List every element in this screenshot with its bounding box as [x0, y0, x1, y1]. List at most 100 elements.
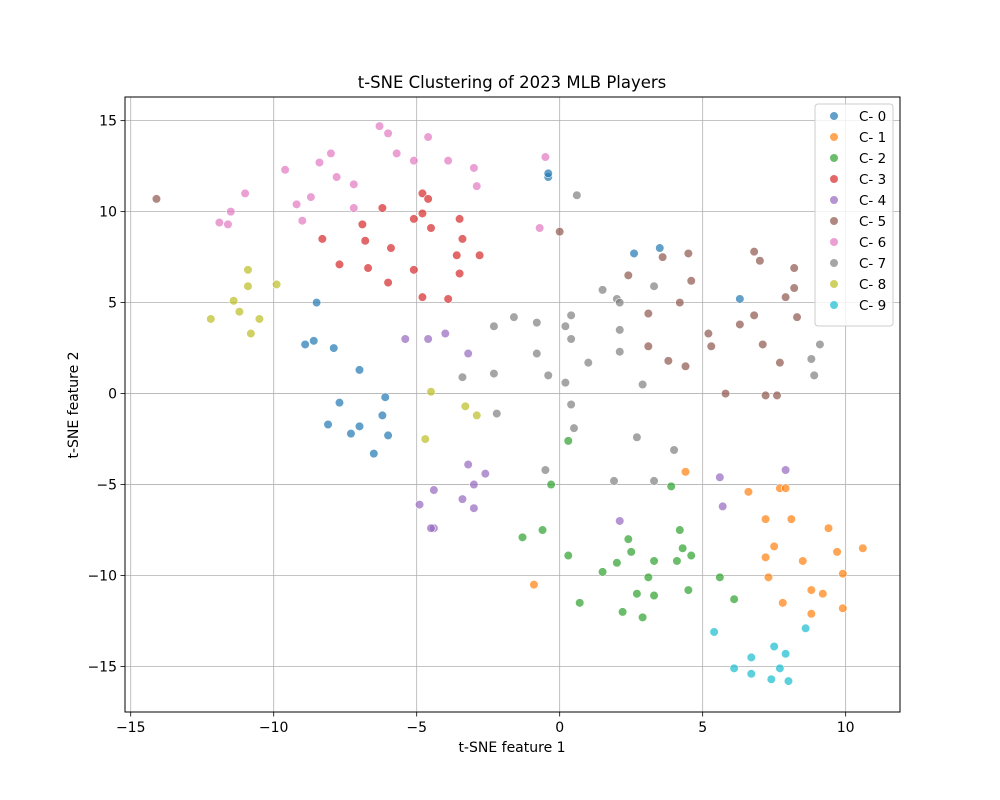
data-point-c1: [529, 580, 539, 590]
data-point-c8: [420, 434, 430, 444]
data-point-c0: [735, 294, 745, 304]
legend-label: C- 4: [859, 193, 886, 209]
legend-marker: [829, 279, 839, 289]
data-point-c2: [517, 532, 528, 542]
y-tick-label: 0: [108, 387, 117, 403]
data-point-c8: [460, 401, 470, 411]
data-point-c5: [755, 256, 765, 266]
data-point-c3: [377, 203, 387, 213]
data-point-c0: [309, 336, 319, 346]
x-tick-label: −5: [406, 720, 427, 736]
legend-marker: [829, 111, 839, 121]
data-point-c5: [706, 341, 716, 351]
data-point-c9: [766, 674, 776, 684]
data-point-c7: [597, 285, 608, 295]
data-point-c3: [386, 243, 396, 253]
data-point-c6: [349, 179, 359, 189]
data-point-c6: [472, 181, 482, 191]
data-point-c8: [426, 387, 436, 397]
data-point-c6: [423, 132, 433, 142]
data-point-c3: [409, 214, 419, 224]
data-point-c7: [615, 325, 625, 335]
data-point-c5: [792, 312, 802, 322]
data-point-c4: [480, 469, 490, 479]
data-point-c7: [566, 399, 576, 410]
data-point-c2: [729, 594, 739, 604]
data-point-c0: [383, 430, 393, 441]
data-point-c5: [758, 339, 768, 350]
data-point-c5: [680, 361, 691, 371]
data-point-c1: [838, 603, 848, 613]
data-point-c0: [300, 339, 310, 350]
data-point-c1: [858, 543, 868, 553]
data-point-c6: [240, 188, 250, 199]
data-point-c9: [781, 649, 791, 659]
data-point-c2: [618, 607, 628, 617]
data-point-c2: [683, 585, 693, 595]
data-point-c2: [715, 572, 725, 582]
data-point-c9: [775, 663, 785, 673]
data-point-c1: [832, 547, 842, 557]
data-point-c0: [380, 392, 390, 402]
legend-label: C- 2: [859, 151, 886, 167]
data-point-c6: [326, 148, 336, 159]
data-point-c4: [463, 348, 473, 359]
data-point-c5: [663, 356, 673, 366]
data-point-c6: [297, 216, 307, 226]
data-point-c1: [680, 467, 691, 477]
legend-label: C- 3: [859, 172, 886, 188]
data-point-c5: [151, 194, 162, 204]
data-point-c7: [457, 372, 468, 382]
data-point-c5: [675, 298, 685, 308]
data-point-c6: [223, 219, 233, 229]
data-point-c1: [769, 541, 779, 552]
data-point-c4: [718, 501, 728, 511]
data-point-c3: [383, 277, 393, 288]
data-point-c9: [709, 627, 719, 637]
data-point-c9: [746, 669, 756, 679]
data-point-c5: [772, 390, 782, 401]
data-point-c8: [206, 314, 216, 324]
x-tick-label: −10: [259, 720, 289, 736]
data-point-c2: [638, 612, 648, 622]
data-point-c5: [789, 283, 799, 293]
y-tick-label: −15: [87, 660, 117, 676]
data-point-c0: [354, 421, 365, 431]
data-point-c7: [532, 318, 542, 328]
data-point-c7: [560, 321, 571, 331]
x-tick-label: 5: [698, 720, 707, 736]
data-point-c2: [686, 550, 696, 561]
data-point-c0: [369, 449, 379, 459]
data-point-c5: [658, 252, 668, 262]
y-tick-label: −5: [96, 478, 117, 494]
data-point-c5: [749, 310, 759, 320]
data-point-c4: [414, 499, 425, 510]
data-point-c3: [417, 188, 428, 199]
data-point-c1: [743, 487, 754, 497]
data-point-c6: [540, 152, 550, 162]
data-point-c3: [454, 268, 465, 279]
data-point-c1: [818, 589, 828, 599]
data-point-c1: [786, 514, 796, 524]
legend-label: C- 9: [859, 298, 886, 314]
data-point-c2: [666, 481, 676, 491]
x-tick-label: −15: [116, 720, 146, 736]
data-point-c4: [463, 459, 473, 470]
x-tick-label: 10: [837, 720, 855, 736]
data-point-c3: [426, 223, 436, 233]
data-point-c4: [615, 516, 625, 526]
data-point-c9: [801, 623, 811, 633]
data-point-c0: [334, 398, 345, 408]
data-points: [151, 121, 868, 686]
data-point-c5: [749, 247, 759, 257]
data-point-c8: [234, 307, 244, 317]
data-point-c2: [537, 525, 548, 535]
data-point-c3: [423, 194, 433, 204]
data-point-c5: [720, 388, 731, 399]
data-point-c6: [409, 156, 419, 166]
data-point-c5: [703, 328, 713, 339]
legend-marker: [829, 174, 839, 184]
data-point-c2: [612, 558, 622, 568]
legend-marker: [829, 216, 839, 226]
data-point-c6: [469, 163, 479, 173]
